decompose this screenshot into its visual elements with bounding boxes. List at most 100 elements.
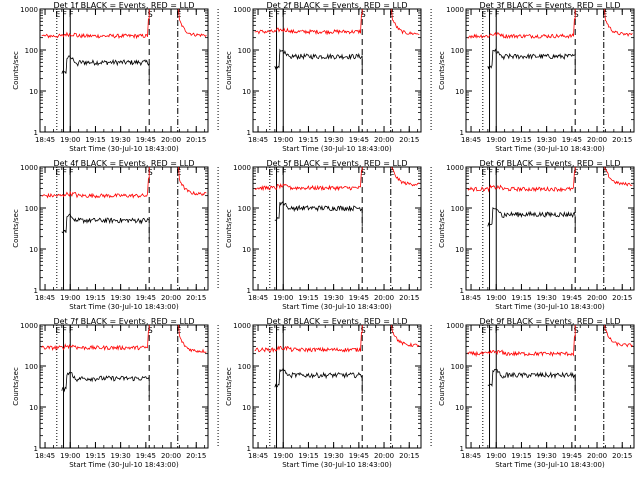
x-tick-label: 18:45 [461,294,481,302]
time-marker-label: F [69,10,74,19]
series-events-line [487,207,576,233]
y-tick-label: 1000 [233,322,251,330]
y-axis-label: Counts/sec [12,209,20,248]
y-tick-label: 1 [460,287,464,295]
series-events-line [61,371,150,397]
time-marker-label: E [481,326,486,335]
x-tick-label: 19:15 [298,452,318,460]
time-marker-label: F [282,168,287,177]
plot-frame [252,324,422,449]
x-tick-label: 19:30 [111,136,131,144]
y-tick-label: 10 [455,404,464,412]
x-tick-label: 20:00 [374,136,394,144]
x-tick-label: 19:30 [324,136,344,144]
panel-title: Det 8f BLACK = Events, RED = LLD [266,317,407,326]
x-tick-label: 19:45 [349,136,369,144]
y-axis-label: Counts/sec [225,51,233,90]
y-tick-label: 1 [34,287,38,295]
x-tick-label: 19:00 [486,294,506,302]
y-tick-label: 1 [460,129,464,137]
x-tick-label: 18:45 [35,136,55,144]
time-marker-label: E [389,326,394,335]
time-marker-label: F [69,326,74,335]
x-tick-label: 18:45 [35,452,55,460]
panel-title: Det 1f BLACK = Events, RED = LLD [53,1,194,10]
x-tick-label: 19:45 [136,452,156,460]
y-tick-label: 10 [242,404,251,412]
panel-title: Det 2f BLACK = Events, RED = LLD [266,1,407,10]
x-tick-label: 19:00 [60,294,80,302]
x-tick-label: 20:15 [186,294,206,302]
x-tick-label: 18:45 [248,136,268,144]
y-tick-label: 100 [238,205,251,213]
time-marker-label: E [481,168,486,177]
plot-frame [39,166,209,291]
series-lld-post-line [391,8,420,35]
x-tick-label: 19:00 [60,136,80,144]
x-axis-label: Start Time (30-Jul-10 18:43:00) [69,461,179,469]
time-marker-label: S [148,326,153,335]
x-tick-label: 19:15 [511,136,531,144]
x-axis-label: Start Time (30-Jul-10 18:43:00) [495,461,605,469]
x-tick-label: 19:30 [111,452,131,460]
y-tick-label: 100 [25,47,38,55]
y-tick-label: 1000 [20,164,38,172]
series-lld-line [467,336,576,358]
series-lld-post-line [604,166,633,187]
x-tick-label: 18:45 [35,294,55,302]
time-marker-label: E [481,10,486,19]
time-marker-label: F [275,168,280,177]
x-tick-label: 18:45 [461,136,481,144]
x-tick-label: 19:45 [562,294,582,302]
x-tick-label: 19:00 [60,452,80,460]
x-tick-label: 19:00 [486,136,506,144]
time-marker-label: F [275,326,280,335]
time-marker-label: E [602,326,607,335]
x-axis-label: Start Time (30-Jul-10 18:43:00) [495,303,605,311]
time-marker-label: F [495,10,500,19]
y-tick-label: 1 [460,445,464,453]
y-tick-label: 1000 [20,6,38,14]
time-marker-label: S [574,326,579,335]
series-lld-post-line [178,8,207,38]
x-tick-label: 19:15 [511,294,531,302]
y-tick-label: 100 [451,205,464,213]
x-tick-label: 19:15 [85,136,105,144]
y-tick-label: 100 [451,47,464,55]
time-marker-label: E [268,168,273,177]
x-axis-label: Start Time (30-Jul-10 18:43:00) [282,145,392,153]
y-tick-label: 100 [238,363,251,371]
y-axis-label: Counts/sec [438,367,446,406]
time-marker-label: E [268,10,273,19]
y-axis-label: Counts/sec [12,367,20,406]
x-tick-label: 19:45 [136,136,156,144]
series-events-line [487,368,576,394]
x-tick-label: 20:00 [161,136,181,144]
y-tick-label: 1 [34,445,38,453]
x-tick-label: 19:45 [136,294,156,302]
x-axis-label: Start Time (30-Jul-10 18:43:00) [69,303,179,311]
x-tick-label: 20:00 [374,294,394,302]
time-marker-label: F [488,168,493,177]
panel-title: Det 5f BLACK = Events, RED = LLD [266,159,407,168]
x-tick-label: 19:30 [537,294,557,302]
y-tick-label: 10 [29,246,38,254]
x-tick-label: 19:00 [273,136,293,144]
series-lld-line [254,332,363,353]
plot-frame [39,8,209,133]
series-lld-post-line [178,166,207,197]
series-lld-post-line [604,8,633,37]
plot-frame [252,166,422,291]
x-tick-label: 19:00 [486,452,506,460]
series-events-line [61,213,150,239]
series-lld-post-line [604,324,633,348]
time-marker-label: F [488,326,493,335]
x-tick-label: 19:15 [298,294,318,302]
y-axis-label: Counts/sec [225,209,233,248]
y-axis-label: Counts/sec [438,51,446,90]
x-tick-label: 19:30 [111,294,131,302]
x-tick-label: 20:15 [186,452,206,460]
y-tick-label: 10 [29,404,38,412]
y-tick-label: 1000 [20,322,38,330]
